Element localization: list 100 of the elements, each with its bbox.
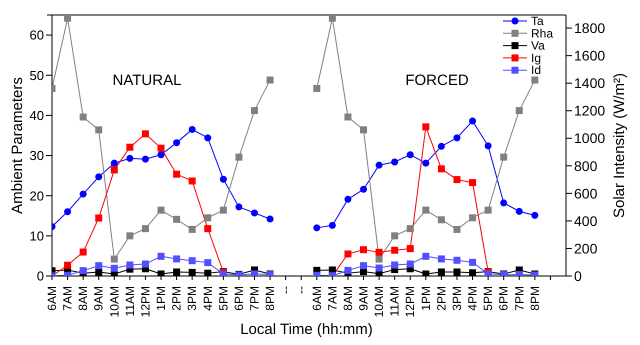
x-tick-label: 6PM (496, 286, 511, 311)
y2-tick-label: 800 (574, 158, 598, 174)
point (376, 162, 383, 169)
point (204, 270, 212, 276)
point (266, 76, 274, 84)
x-tick-label: 1PM (418, 286, 433, 311)
y-tick-label: 60 (30, 28, 44, 43)
point (95, 214, 102, 222)
point (173, 216, 180, 223)
x-tick-label: 3PM (185, 286, 200, 311)
point (422, 206, 430, 214)
x-tick-label: 8PM (263, 286, 278, 311)
point (250, 270, 258, 276)
point (531, 212, 538, 219)
point (422, 252, 430, 260)
point (360, 186, 368, 193)
point (360, 126, 368, 134)
point (360, 246, 368, 254)
point (110, 166, 118, 174)
point (64, 208, 72, 216)
x-tick-label: -- (294, 286, 308, 294)
legend-label: Va (531, 38, 546, 53)
x-tick-label: -- (278, 286, 293, 294)
point (235, 203, 242, 210)
point (469, 214, 476, 222)
point (391, 158, 398, 166)
point (328, 222, 336, 229)
point (406, 260, 414, 268)
point (204, 134, 212, 142)
point (64, 262, 72, 269)
point (406, 225, 414, 232)
point (64, 15, 72, 22)
point (328, 15, 336, 22)
point (173, 139, 180, 146)
point (80, 113, 87, 120)
point (438, 268, 445, 276)
point (80, 190, 87, 198)
point (453, 134, 460, 142)
x-tick-label: 9AM (92, 286, 106, 311)
y2-tick-label: 200 (574, 240, 598, 256)
point (438, 216, 445, 224)
annotation: NATURAL (112, 72, 182, 89)
y2-tick-label: 0 (574, 268, 582, 284)
x-tick-label: 4PM (466, 286, 480, 311)
point (204, 225, 212, 232)
y-tick-label: 10 (30, 228, 44, 244)
point (126, 154, 134, 162)
x-tick-label: 3PM (450, 286, 464, 311)
y-tick-label: 50 (30, 68, 44, 83)
point (110, 160, 118, 167)
legend-label: Rha (531, 26, 554, 40)
point (406, 151, 414, 158)
point (422, 160, 430, 167)
point (126, 232, 134, 240)
legend-label: Id (531, 63, 542, 78)
point (158, 151, 165, 158)
annotation: FORCED (405, 72, 469, 89)
point (376, 248, 383, 256)
point (250, 107, 258, 114)
point (220, 206, 227, 214)
point (453, 256, 460, 264)
y2-tick-label: 1400 (574, 75, 606, 92)
point (344, 266, 352, 274)
x-tick-label: 7PM (512, 286, 526, 311)
point (376, 264, 383, 272)
x-tick-label: 8PM (528, 286, 542, 311)
point (376, 256, 383, 263)
point (453, 176, 460, 184)
point (95, 268, 102, 276)
point (158, 252, 165, 260)
point (204, 259, 212, 266)
x-tick-label: 11AM (388, 286, 402, 316)
y-tick-label: 20 (30, 188, 44, 204)
y-tick-label: 30 (30, 148, 44, 164)
point (516, 107, 523, 114)
x-tick-label: 9AM (356, 286, 371, 311)
point (469, 258, 476, 266)
point (220, 176, 227, 183)
point (142, 130, 149, 138)
x-tick-label: 12PM (138, 286, 152, 318)
point (110, 264, 118, 272)
x-tick-label: 8AM (340, 286, 355, 311)
x-tick-label: 11AM (122, 286, 137, 316)
x-tick-label: 2PM (434, 286, 448, 311)
point (344, 113, 352, 120)
point (204, 214, 212, 222)
x-tick-label: 1PM (154, 286, 168, 311)
x-tick-label: 7AM (325, 286, 340, 311)
x-tick-label: 10AM (372, 286, 386, 318)
point (391, 246, 398, 254)
point (391, 232, 398, 240)
point (158, 270, 165, 276)
x-tick-label: 7PM (247, 286, 262, 311)
y2-tick-label: 1600 (574, 48, 606, 64)
y-tick-label: 0 (36, 268, 44, 284)
point (391, 261, 398, 268)
point (469, 179, 476, 186)
point (422, 123, 430, 130)
point (80, 267, 87, 274)
point (126, 261, 134, 268)
